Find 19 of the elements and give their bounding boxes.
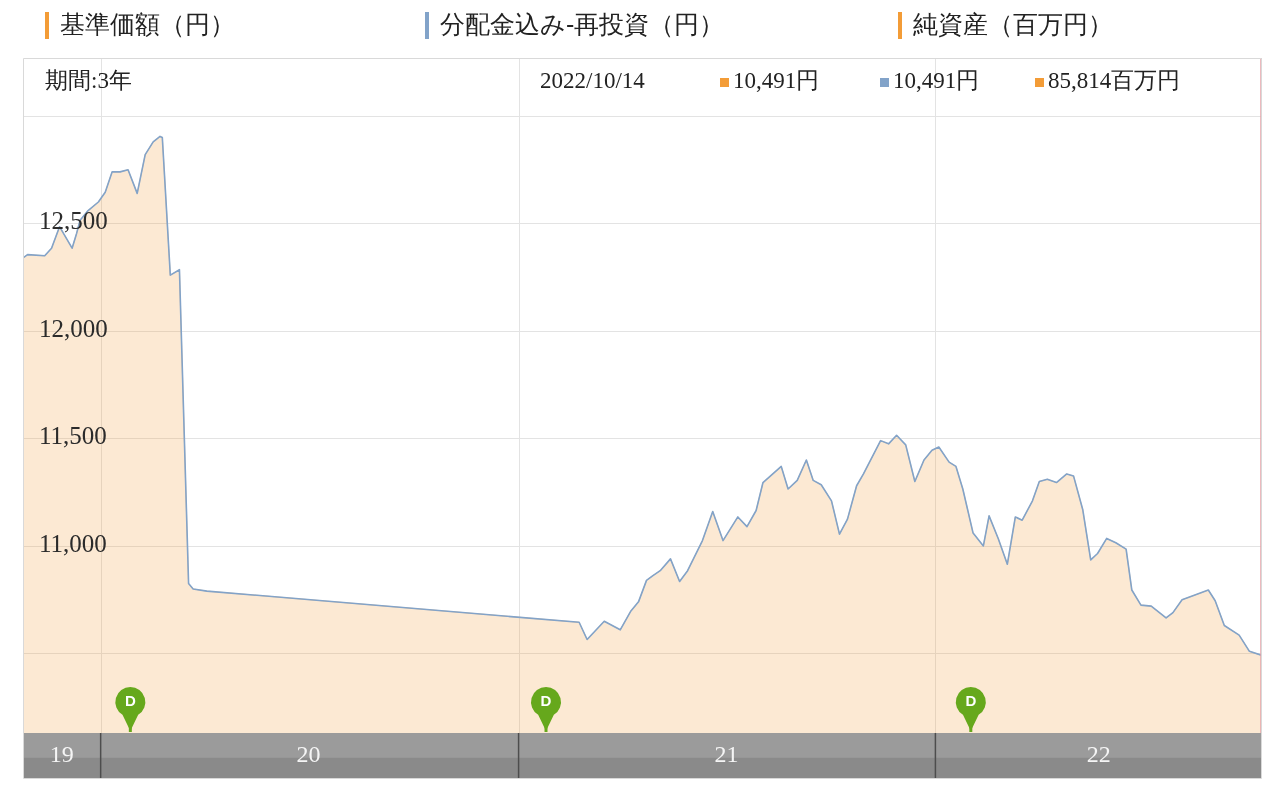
legend-label: 分配金込み-再投資（円） [440, 9, 725, 38]
ref-line-label: D [540, 692, 552, 710]
text: 2022/10/14 [540, 68, 646, 94]
legend-label: 基準価額（円） [60, 9, 235, 38]
x-tick-label: 22 [1086, 740, 1111, 767]
ref-line-label: D [124, 692, 136, 710]
text: 10,491円 [733, 68, 820, 94]
text: 期間:3年 [45, 68, 132, 94]
x-tick-label: 19 [49, 740, 74, 767]
text: 85,814百万円 [1048, 68, 1181, 94]
x-tick-label: 21 [714, 740, 739, 767]
y-tick-label: 12,000 [39, 314, 108, 342]
y-tick-label: 11,000 [39, 529, 107, 557]
y-tick-label: 11,500 [39, 422, 107, 450]
legend-label: 純資産（百万円） [913, 9, 1113, 38]
ref-line-label: D [965, 692, 977, 710]
x-tick-label: 20 [296, 740, 321, 767]
text: 10,491円 [893, 68, 980, 94]
y-tick-label: 12,500 [39, 207, 108, 235]
